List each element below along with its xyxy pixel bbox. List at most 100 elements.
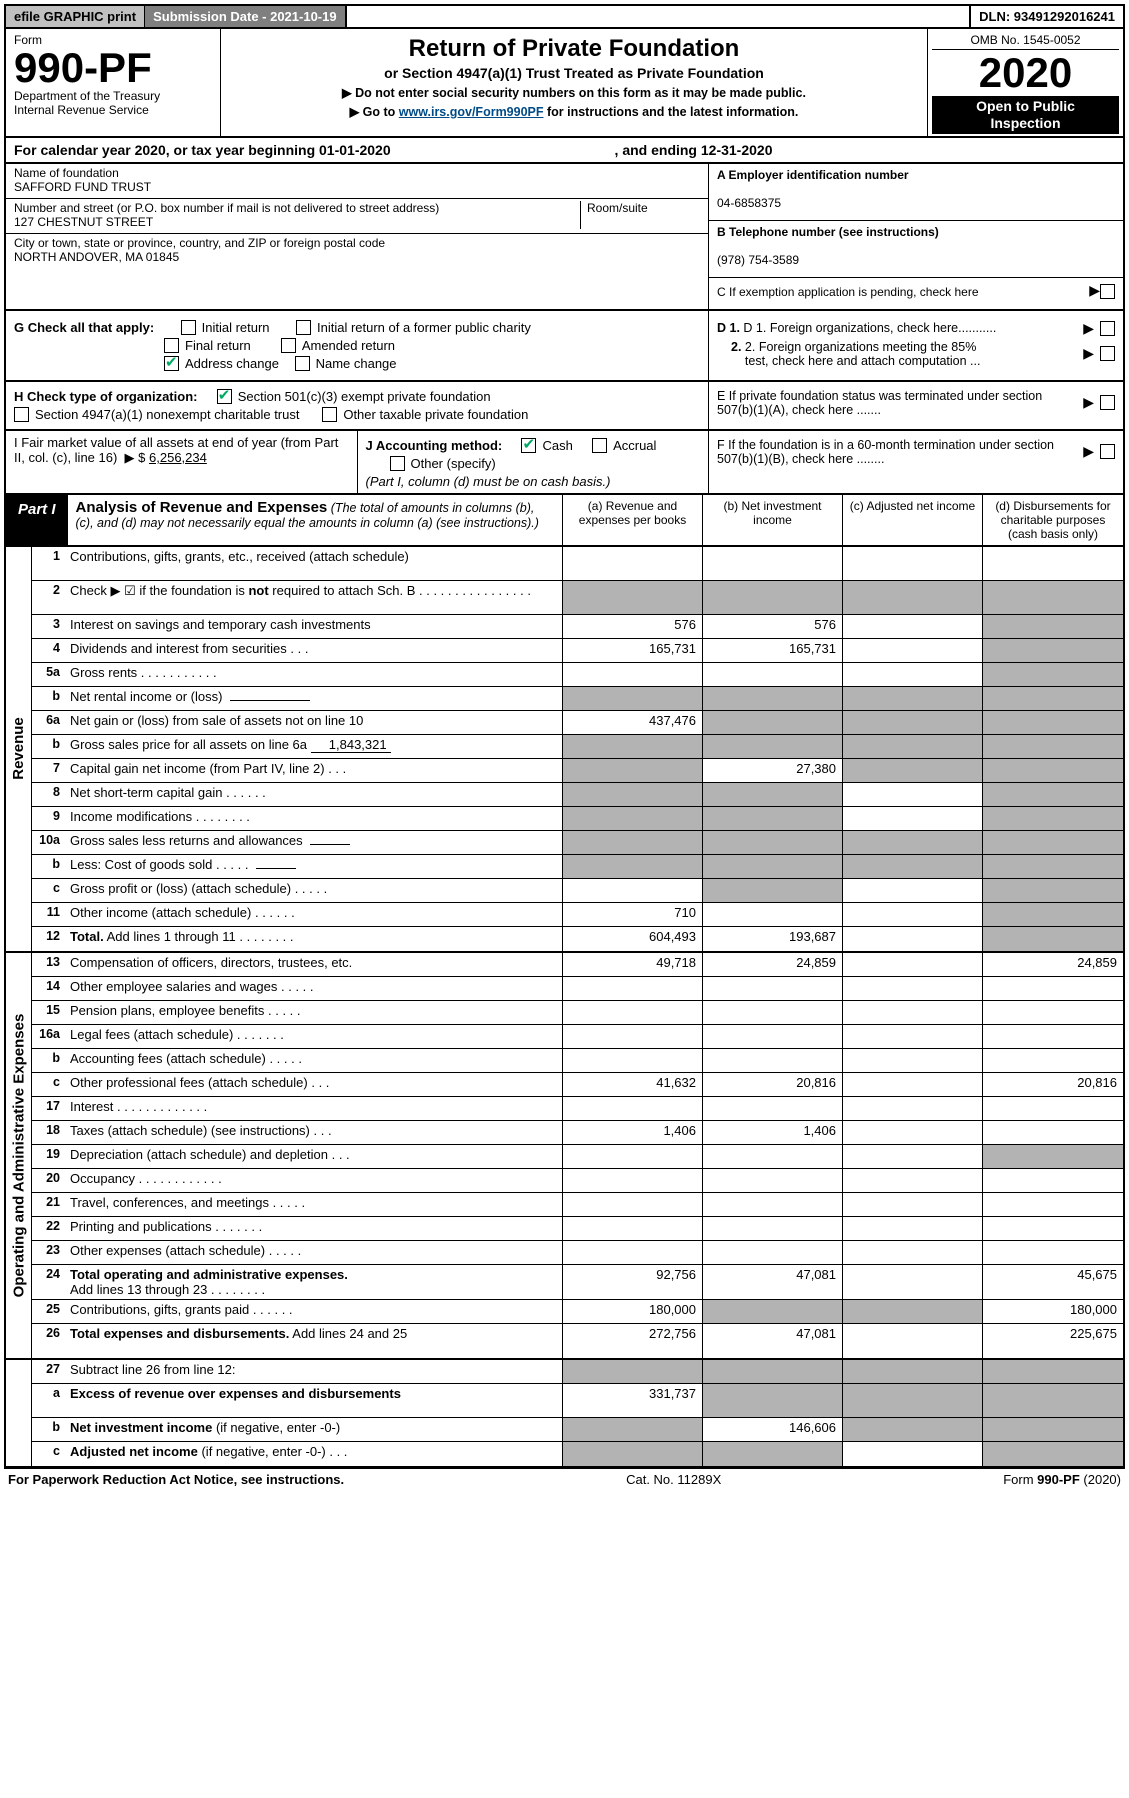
table-row: 19Depreciation (attach schedule) and dep… (32, 1145, 1123, 1169)
table-cell (983, 1001, 1123, 1024)
chk-other-acct[interactable] (390, 456, 405, 471)
chk-name-change[interactable] (295, 356, 310, 371)
table-cell: 41,632 (563, 1073, 703, 1096)
table-cell (703, 663, 843, 686)
table-cell (983, 1360, 1123, 1383)
table-cell (563, 783, 703, 806)
table-row: 17Interest . . . . . . . . . . . . . (32, 1097, 1123, 1121)
c-checkbox[interactable] (1100, 284, 1115, 299)
goto-link[interactable]: www.irs.gov/Form990PF (399, 105, 544, 119)
row-num: 18 (32, 1121, 66, 1144)
table-cell: 576 (703, 615, 843, 638)
table-cell (563, 1169, 703, 1192)
table-row: 26Total expenses and disbursements. Add … (32, 1324, 1123, 1358)
table-cell (843, 855, 983, 878)
calyear-begin: For calendar year 2020, or tax year begi… (14, 142, 615, 158)
table-cell: 193,687 (703, 927, 843, 951)
part1-desc: Analysis of Revenue and Expenses (The to… (68, 495, 563, 545)
table-cell (843, 1001, 983, 1024)
dln: DLN: 93491292016241 (971, 6, 1123, 27)
table-cell (703, 1360, 843, 1383)
table-cell (843, 1145, 983, 1168)
ein-line: A Employer identification number 04-6858… (709, 164, 1123, 221)
row-num: 20 (32, 1169, 66, 1192)
chk-d2[interactable] (1100, 346, 1115, 361)
row-label: Adjusted net income (if negative, enter … (66, 1442, 563, 1466)
chk-501c3[interactable] (217, 389, 232, 404)
table-cell (563, 663, 703, 686)
tax-year: 2020 (932, 50, 1119, 96)
table-cell: 272,756 (563, 1324, 703, 1358)
table-cell (843, 1300, 983, 1323)
row-num: 26 (32, 1324, 66, 1358)
chk-amended[interactable] (281, 338, 296, 353)
table-cell: 24,859 (703, 953, 843, 976)
chk-F[interactable] (1100, 444, 1115, 459)
table-cell (703, 879, 843, 902)
table-cell (563, 807, 703, 830)
chk-cash[interactable] (521, 438, 536, 453)
identity-block: Name of foundation SAFFORD FUND TRUST Nu… (4, 164, 1125, 311)
table-cell (563, 1193, 703, 1216)
form-id-block: Form 990-PF Department of the Treasury I… (6, 29, 221, 136)
chk-addr-change[interactable] (164, 356, 179, 371)
table-row: bLess: Cost of goods sold . . . . . (32, 855, 1123, 879)
table-cell (843, 927, 983, 951)
table-row: 16aLegal fees (attach schedule) . . . . … (32, 1025, 1123, 1049)
table-row: 18Taxes (attach schedule) (see instructi… (32, 1121, 1123, 1145)
chk-E[interactable] (1100, 395, 1115, 410)
table-cell (563, 1049, 703, 1072)
row-label: Income modifications . . . . . . . . (66, 807, 563, 830)
table-cell: 604,493 (563, 927, 703, 951)
chk-4947[interactable] (14, 407, 29, 422)
chk-initial-former[interactable] (296, 320, 311, 335)
table-cell (983, 759, 1123, 782)
chk-accrual[interactable] (592, 438, 607, 453)
table-cell (843, 783, 983, 806)
table-cell (703, 581, 843, 614)
table-cell (563, 879, 703, 902)
table-cell: 20,816 (983, 1073, 1123, 1096)
table-cell (703, 831, 843, 854)
foundation-name: SAFFORD FUND TRUST (14, 180, 151, 194)
table-cell (563, 1145, 703, 1168)
table-row: bAccounting fees (attach schedule) . . .… (32, 1049, 1123, 1073)
table-cell: 710 (563, 903, 703, 926)
part1-tag: Part I (6, 495, 68, 545)
chk-initial[interactable] (181, 320, 196, 335)
table-row: 8Net short-term capital gain . . . . . . (32, 783, 1123, 807)
table-cell (983, 1241, 1123, 1264)
city: NORTH ANDOVER, MA 01845 (14, 250, 179, 264)
row-num: b (32, 735, 66, 758)
table-cell (703, 711, 843, 734)
table-cell (843, 1025, 983, 1048)
table-row: 5aGross rents . . . . . . . . . . . (32, 663, 1123, 687)
table-cell (843, 1442, 983, 1466)
arrow-icon: ▶ (1089, 282, 1100, 299)
efile-label[interactable]: efile GRAPHIC print (6, 6, 145, 27)
table-cell (563, 1097, 703, 1120)
row-num: c (32, 1073, 66, 1096)
table-cell (843, 1217, 983, 1240)
J-note: (Part I, column (d) must be on cash basi… (366, 474, 701, 489)
E-text: E If private foundation status was termi… (717, 389, 1077, 417)
chk-final[interactable] (164, 338, 179, 353)
chk-d1[interactable] (1100, 321, 1115, 336)
chk-other-tax[interactable] (322, 407, 337, 422)
row-label: Travel, conferences, and meetings . . . … (66, 1193, 563, 1216)
table-cell (843, 1073, 983, 1096)
table-cell (703, 1145, 843, 1168)
row-label: Excess of revenue over expenses and disb… (66, 1384, 563, 1417)
table-cell (563, 1025, 703, 1048)
table-row: 22Printing and publications . . . . . . … (32, 1217, 1123, 1241)
table-cell (983, 855, 1123, 878)
table-cell (843, 879, 983, 902)
row-num: 13 (32, 953, 66, 976)
table-cell (843, 1169, 983, 1192)
footer: For Paperwork Reduction Act Notice, see … (4, 1468, 1125, 1490)
table-cell: 146,606 (703, 1418, 843, 1441)
table-cell (983, 1217, 1123, 1240)
table-row: 21Travel, conferences, and meetings . . … (32, 1193, 1123, 1217)
table-cell (843, 1097, 983, 1120)
table-cell (983, 711, 1123, 734)
